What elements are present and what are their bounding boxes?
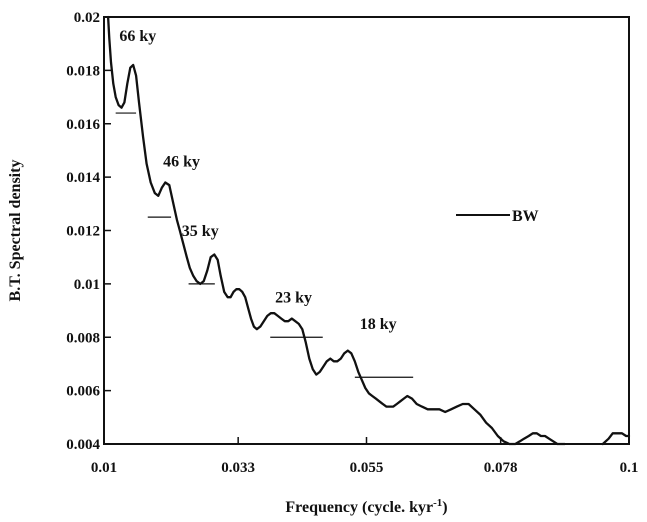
peak-annotation: 23 ky xyxy=(275,290,312,307)
x-tick-label: 0.01 xyxy=(91,460,117,476)
reference-lines xyxy=(115,112,414,378)
x-tick-label: 0.033 xyxy=(221,460,255,476)
annotation-layer: 66 ky 46 ky 35 ky 23 ky 18 ky xyxy=(119,28,396,333)
y-tick-label: 0.012 xyxy=(66,224,100,240)
legend: BW xyxy=(456,208,539,225)
x-axis-title: Frequency (cycle. kyr-1) xyxy=(285,497,447,516)
series-layer xyxy=(106,15,631,446)
y-tick-label: 0.016 xyxy=(66,117,100,133)
y-tick-label: 0.006 xyxy=(66,384,100,400)
y-tick-label: 0.01 xyxy=(74,277,100,293)
legend-label-bw: BW xyxy=(512,208,539,225)
y-tick-label: 0.014 xyxy=(66,170,100,186)
y-tick-label: 0.008 xyxy=(66,330,100,346)
y-tick-label: 0.018 xyxy=(66,63,100,79)
x-tick-label: 0.078 xyxy=(484,460,518,476)
y-axis-title: B.T. Spectral density xyxy=(7,160,24,302)
x-axis-title-superscript: -1 xyxy=(433,497,442,509)
x-axis-ticks: 0.01 0.033 0.055 0.078 0.1 xyxy=(91,437,639,476)
series-line-bw xyxy=(106,15,566,446)
x-tick-label: 0.055 xyxy=(350,460,384,476)
y-tick-label: 0.004 xyxy=(66,437,100,453)
peak-annotation: 46 ky xyxy=(163,153,200,170)
x-axis-title-text: Frequency (cycle. kyr xyxy=(285,499,433,516)
peak-annotation: 35 ky xyxy=(182,223,219,240)
peak-annotation: 18 ky xyxy=(360,316,397,333)
x-tick-label: 0.1 xyxy=(620,460,639,476)
series-line-bw-segment xyxy=(601,432,631,446)
peak-annotation: 66 ky xyxy=(119,28,156,45)
x-axis-title-end: ) xyxy=(442,499,447,516)
y-axis-ticks: 0.004 0.006 0.008 0.01 0.012 0.014 0.016 0.018 0… xyxy=(66,10,111,453)
y-tick-label: 0.02 xyxy=(74,10,100,26)
